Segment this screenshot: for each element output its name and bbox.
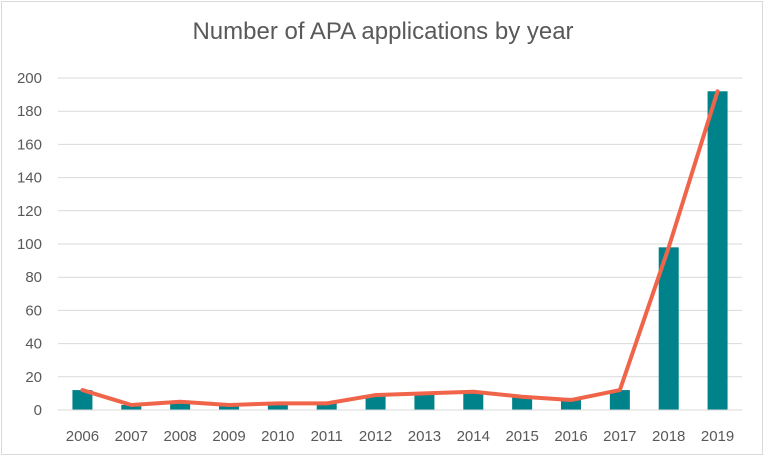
y-tick-label: 100	[17, 236, 42, 253]
bar-2011	[316, 403, 337, 410]
y-tick-label: 40	[25, 336, 42, 353]
bar-2015	[512, 396, 533, 410]
bar-2019	[707, 91, 728, 410]
bar-2012	[365, 395, 386, 410]
y-tick-label: 180	[17, 103, 42, 120]
y-tick-label: 160	[17, 136, 42, 153]
y-tick-label: 80	[25, 269, 42, 286]
x-tick-label: 2012	[359, 428, 392, 445]
bar-2018	[658, 247, 679, 410]
x-tick-label: 2010	[261, 428, 294, 445]
bar-2014	[463, 391, 484, 410]
x-tick-label: 2015	[505, 428, 538, 445]
y-tick-label: 120	[17, 203, 42, 220]
chart-title: Number of APA applications by year	[192, 18, 574, 45]
x-tick-label: 2013	[408, 428, 441, 445]
x-tick-label: 2014	[457, 428, 490, 445]
trend-line	[80, 89, 720, 408]
bar-2007	[121, 405, 142, 410]
x-axis-ticks: 2006 2007 2008 2009 2010 2011 2012 2013 2014 2015…	[66, 428, 735, 445]
y-tick-label: 200	[17, 70, 42, 87]
y-tick-label: 140	[17, 170, 42, 187]
x-tick-label: 2011	[311, 428, 343, 445]
bar-2006	[72, 390, 93, 410]
x-tick-label: 2007	[115, 428, 148, 445]
x-tick-label: 2009	[212, 428, 245, 445]
bar-2016	[561, 400, 581, 410]
x-tick-label: 2019	[701, 428, 734, 445]
bar-2013	[414, 393, 435, 410]
x-tick-label: 2018	[652, 428, 685, 445]
bar-2009	[219, 405, 239, 410]
bar-2017	[609, 390, 630, 410]
y-tick-label: 60	[25, 302, 42, 319]
line-series	[80, 89, 720, 408]
y-tick-label: 20	[25, 369, 42, 386]
x-tick-label: 2017	[603, 428, 636, 445]
y-axis-ticks: 0 20 40 60 80 100 120 140 160 180 200	[17, 70, 42, 419]
x-tick-label: 2008	[163, 428, 196, 445]
x-tick-label: 2016	[554, 428, 587, 445]
bar-2008	[170, 401, 191, 410]
y-tick-label: 0	[34, 402, 42, 419]
bar-series	[72, 91, 728, 410]
gridlines	[58, 77, 742, 378]
bar-2010	[267, 403, 288, 410]
x-tick-label: 2006	[66, 428, 99, 445]
